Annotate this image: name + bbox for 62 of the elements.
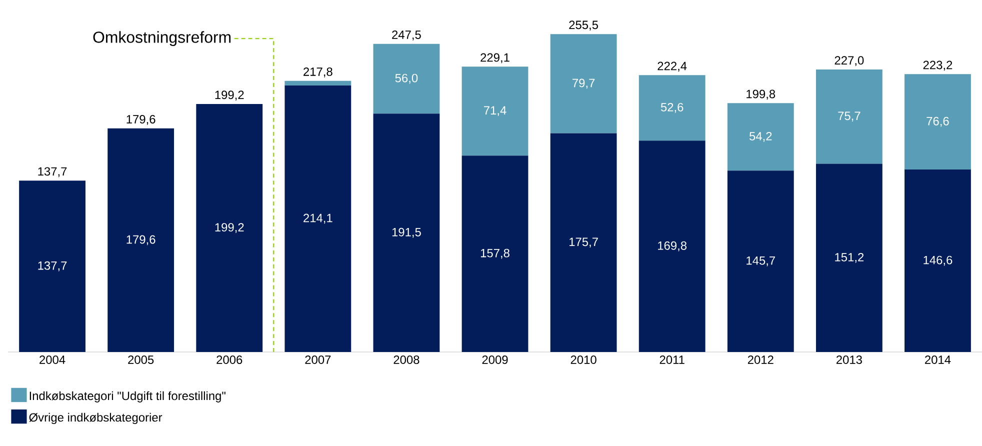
data-label: 76,6 [926,116,949,127]
data-label: 157,8 [480,248,510,259]
data-label: 146,6 [924,256,952,266]
total-label: 247,5 [392,30,421,40]
total-label: 199,2 [215,90,244,101]
data-label: 151,2 [835,252,864,263]
data-label: 79,7 [572,78,595,89]
x-tick-label: 2014 [925,356,951,364]
bar [196,104,263,352]
bar [373,44,440,114]
data-label: 191,5 [392,228,421,238]
data-label: 71,4 [484,106,506,116]
total-label: 217,8 [304,67,332,78]
bar [638,75,706,141]
bar [462,66,528,156]
x-tick-label: 2012 [748,356,774,364]
bar [550,34,617,134]
bar [904,74,971,170]
bar [816,70,882,164]
data-label: 54,2 [749,132,772,142]
data-label: 214,1 [304,214,332,224]
x-tick-label: 2004 [40,356,66,364]
total-label: 137,7 [38,167,67,178]
data-label: 145,7 [746,256,775,266]
x-tick-label: 2006 [216,356,242,364]
data-label: 137,7 [38,261,67,272]
x-tick-label: 2009 [482,356,508,364]
x-tick-label: 2013 [836,356,862,364]
total-label: 229,1 [480,53,510,64]
total-label: 179,6 [126,115,156,125]
bar [108,128,174,352]
x-tick-label: 2005 [128,356,154,364]
bar [373,114,440,352]
data-label: 56,0 [395,74,418,84]
bar [904,170,971,352]
total-label: 199,8 [746,90,776,100]
total-label: 227,0 [834,56,864,66]
data-label: 169,8 [658,241,687,252]
data-label: 75,7 [838,112,860,122]
data-label: 179,6 [126,235,156,246]
legend-label: Indkøbskategori "Udgift til forestilling" [30,391,226,402]
bar [727,103,794,171]
data-label: 199,2 [215,223,244,233]
x-tick-label: 2008 [394,356,420,364]
bar [550,133,617,352]
bar [638,140,706,352]
legend-label: Øvrige indkøbskategorier [29,412,162,424]
bar [462,156,528,352]
total-label: 223,2 [923,60,952,71]
total-label: 222,4 [658,62,687,72]
bar [727,170,794,352]
x-tick-label: 2011 [660,356,684,364]
bar [19,180,86,352]
data-label: 52,6 [660,102,684,113]
total-label: 255,5 [569,20,598,31]
x-tick-label: 2010 [570,356,596,364]
annotation: Omkostningsreform [93,31,231,46]
bar [284,85,352,352]
bar [816,164,882,352]
x-tick-label: 2007 [305,356,331,364]
data-label: 175,7 [570,238,598,248]
bar [284,80,352,86]
